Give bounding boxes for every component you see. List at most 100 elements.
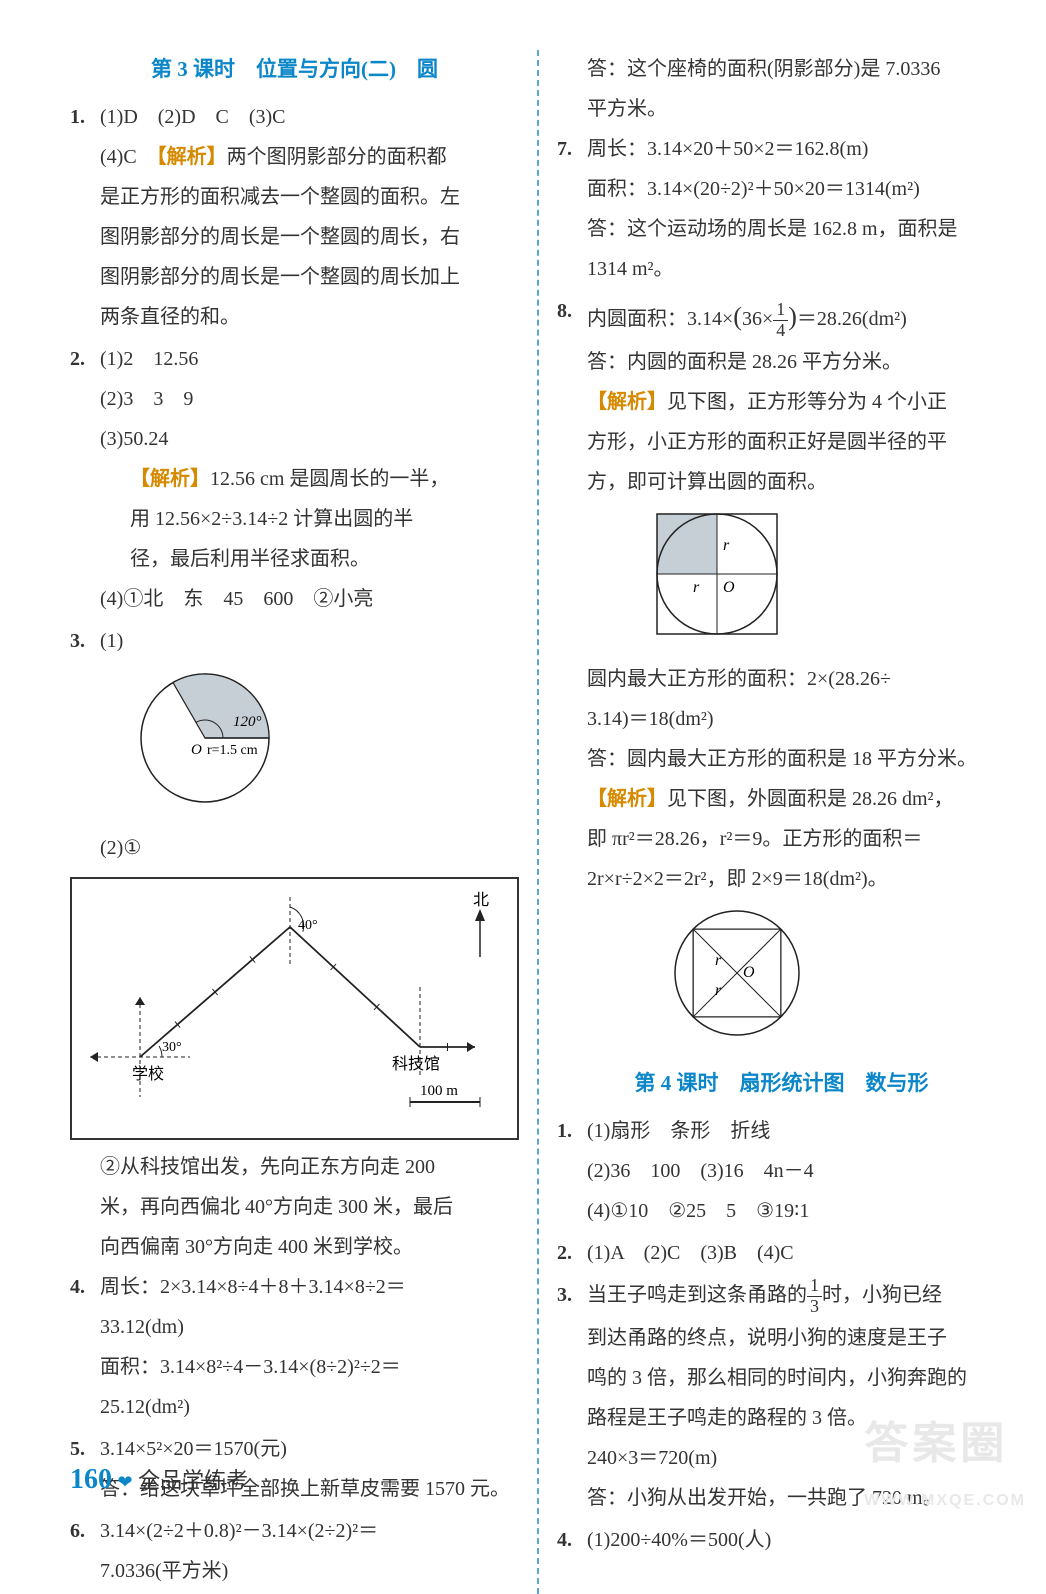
- q3-l5: 向西偏南 30°方向走 400 米到学校。: [100, 1228, 519, 1266]
- q8-l8: 答：圆内最大正方形的面积是 18 平方分米。: [587, 740, 1006, 778]
- q8-l3: 【解析】见下图，正方形等分为 4 个小正: [587, 383, 1006, 421]
- q2-l1: (1)2 12.56: [100, 340, 519, 378]
- q6: 6. 3.14×(2÷2＋0.8)²－3.14×(2÷2)²＝ 7.0336(平…: [70, 1512, 519, 1592]
- s2q1-num: 1.: [557, 1112, 587, 1232]
- svg-text:r: r: [723, 537, 730, 554]
- svg-text:30°: 30°: [162, 1040, 182, 1055]
- q8-l10: 即 πr²＝28.26，r²＝9。正方形的面积＝: [587, 820, 1006, 858]
- svg-text:O: O: [743, 964, 755, 981]
- q8-l1: 内圆面积：3.14×(36×14)＝28.26(dm²): [587, 292, 1006, 341]
- q3-circle-diagram: 120° Or=1.5 cm: [130, 668, 519, 821]
- analysis-label: 【解析】: [587, 788, 667, 810]
- svg-text:科技馆: 科技馆: [392, 1055, 440, 1073]
- q8-fig1: r r O: [647, 509, 1006, 652]
- q8-fig2: rr O: [667, 906, 1006, 1054]
- q4-l4: 25.12(dm²): [100, 1388, 519, 1426]
- s2q1: 1. (1)扇形 条形 折线 (2)36 100 (3)16 4n－4 (4)①…: [557, 1112, 1006, 1232]
- q8-l7: 3.14)＝18(dm²): [587, 700, 1006, 738]
- q8-num: 8.: [557, 292, 587, 1062]
- s2q3-l1: 当王子鸣走到这条甬路的13时，小狗已经: [587, 1276, 1006, 1317]
- svg-text:r: r: [715, 982, 722, 999]
- q1: 1. (1)D (2)D C (3)C (4)C 【解析】两个图阴影部分的面积都…: [70, 98, 519, 338]
- q3-l3: ②从科技馆出发，先向正东方向走 200: [100, 1148, 519, 1186]
- s2q3-l3: 鸣的 3 倍，那么相同的时间内，小狗奔跑的: [587, 1359, 1006, 1397]
- q8-l9: 【解析】见下图，外圆面积是 28.26 dm²，: [587, 780, 1006, 818]
- svg-text:O: O: [723, 579, 735, 596]
- s2q4-l1: (1)200÷40%＝500(人): [587, 1521, 1006, 1559]
- book-title: 全品学练考: [138, 1468, 248, 1493]
- q6-cont-l1: 答：这个座椅的面积(阴影部分)是 7.0336: [587, 50, 1006, 88]
- q3-l4: 米，再向西偏北 40°方向走 300 米，最后: [100, 1188, 519, 1226]
- s2q3-l2: 到达甬路的终点，说明小狗的速度是王子: [587, 1319, 1006, 1357]
- q4-l3: 面积：3.14×8²÷4－3.14×(8÷2)²÷2＝: [100, 1348, 519, 1386]
- analysis-label: 【解析】: [587, 391, 667, 413]
- q3-l1: (1): [100, 622, 519, 660]
- q3: 3. (1) 120° Or=1.5 cm (2)①: [70, 622, 519, 869]
- q1-num: 1.: [70, 98, 100, 338]
- q7-l3: 答：这个运动场的周长是 162.8 m，面积是: [587, 210, 1006, 248]
- section-4-title: 第 4 课时 扇形统计图 数与形: [557, 1064, 1006, 1104]
- q1-l2: (4)C 【解析】两个图阴影部分的面积都: [100, 138, 519, 176]
- q7: 7. 周长：3.14×20＋50×2＝162.8(m) 面积：3.14×(20÷…: [557, 130, 1006, 290]
- q1-l3: 是正方形的面积减去一个整圆的面积。左: [100, 178, 519, 216]
- left-column: 第 3 课时 位置与方向(二) 圆 1. (1)D (2)D C (3)C (4…: [70, 50, 539, 1594]
- svg-text:r=1.5 cm: r=1.5 cm: [207, 743, 258, 758]
- q8-l2: 答：内圆的面积是 28.26 平方分米。: [587, 343, 1006, 381]
- q3-l2: (2)①: [100, 829, 519, 867]
- watermark: 答案圈 WWW.MXQE.COM: [864, 1402, 1026, 1516]
- q4: 4. 周长：2×3.14×8÷4＋8＋3.14×8÷2＝ 33.12(dm) 面…: [70, 1268, 519, 1428]
- analysis-label: 【解析】: [157, 146, 227, 168]
- q8: 8. 内圆面积：3.14×(36×14)＝28.26(dm²) 答：内圆的面积是…: [557, 292, 1006, 1062]
- s2q2-l1: (1)A (2)C (3)B (4)C: [587, 1234, 1006, 1272]
- bird-icon: ❤: [118, 1472, 133, 1492]
- svg-text:r: r: [693, 579, 700, 596]
- q7-num: 7.: [557, 130, 587, 290]
- q8-l11: 2r×r÷2×2＝2r²，即 2×9＝18(dm²)。: [587, 860, 1006, 898]
- q2-l2: (2)3 3 9: [100, 380, 519, 418]
- q1-l4: 图阴影部分的周长是一个整圆的周长，右: [100, 218, 519, 256]
- s2q4: 4. (1)200÷40%＝500(人): [557, 1521, 1006, 1561]
- svg-text:北: 北: [473, 891, 489, 909]
- s2q3-num: 3.: [557, 1276, 587, 1519]
- q8-l6: 圆内最大正方形的面积：2×(28.26÷: [587, 660, 1006, 698]
- q2-l7: (4)①北 东 45 600 ②小亮: [100, 580, 519, 618]
- analysis-label: 【解析】: [130, 468, 210, 490]
- right-column: 答：这个座椅的面积(阴影部分)是 7.0336 平方米。 7. 周长：3.14×…: [539, 50, 1006, 1594]
- page-footer: 160 ❤ 全品学练考: [70, 1453, 248, 1506]
- svg-text:r: r: [715, 952, 722, 969]
- q8-l4: 方形，小正方形的面积正好是圆半径的平: [587, 423, 1006, 461]
- s2q4-num: 4.: [557, 1521, 587, 1561]
- q7-l1: 周长：3.14×20＋50×2＝162.8(m): [587, 130, 1006, 168]
- svg-text:学校: 学校: [132, 1065, 164, 1083]
- q6-l2: 7.0336(平方米): [100, 1552, 519, 1590]
- s2q2: 2. (1)A (2)C (3)B (4)C: [557, 1234, 1006, 1274]
- q2-l5: 用 12.56×2÷3.14÷2 计算出圆的半: [130, 500, 519, 538]
- svg-text:120°: 120°: [233, 714, 262, 730]
- q3-num: 3.: [70, 622, 100, 869]
- s2q1-l1: (1)扇形 条形 折线: [587, 1112, 1006, 1150]
- q7-l2: 面积：3.14×(20÷2)²＋50×20＝1314(m²): [587, 170, 1006, 208]
- q2-l4: 【解析】12.56 cm 是圆周长的一半，: [130, 460, 519, 498]
- section-3-title: 第 3 课时 位置与方向(二) 圆: [70, 50, 519, 90]
- page-number: 160: [70, 1464, 112, 1495]
- q4-num: 4.: [70, 1268, 100, 1428]
- q6-cont-l2: 平方米。: [587, 90, 1006, 128]
- q2: 2. (1)2 12.56 (2)3 3 9 (3)50.24 【解析】12.5…: [70, 340, 519, 620]
- q2-l6: 径，最后利用半径求面积。: [130, 540, 519, 578]
- q2-num: 2.: [70, 340, 100, 620]
- svg-text:O: O: [191, 742, 202, 758]
- s2q1-l2: (2)36 100 (3)16 4n－4: [587, 1152, 1006, 1190]
- q4-l1: 周长：2×3.14×8÷4＋8＋3.14×8÷2＝: [100, 1268, 519, 1306]
- q1-l6: 两条直径的和。: [100, 298, 519, 336]
- q4-l2: 33.12(dm): [100, 1308, 519, 1346]
- svg-text:40°: 40°: [298, 918, 318, 933]
- s2q1-l3: (4)①10 ②25 5 ③19∶1: [587, 1192, 1006, 1230]
- q6-l1: 3.14×(2÷2＋0.8)²－3.14×(2÷2)²＝: [100, 1512, 519, 1550]
- q2-l3: (3)50.24: [100, 420, 519, 458]
- q1-l1: (1)D (2)D C (3)C: [100, 98, 519, 136]
- q8-l5: 方，即可计算出圆的面积。: [587, 463, 1006, 501]
- s2q2-num: 2.: [557, 1234, 587, 1274]
- q3-map-diagram: 30° 40° 学校 科技馆 北 100 m: [70, 877, 519, 1140]
- q6-num: 6.: [70, 1512, 100, 1592]
- svg-text:100 m: 100 m: [420, 1083, 458, 1099]
